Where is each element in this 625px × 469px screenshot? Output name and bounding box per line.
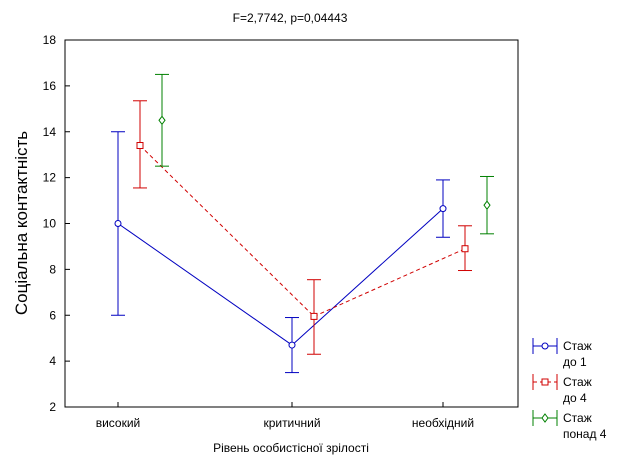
- y-tick-label-6: 14: [43, 125, 57, 139]
- y-tick-label-4: 10: [43, 217, 57, 231]
- series-1: [133, 100, 472, 355]
- series-0-point-1: [288, 341, 296, 349]
- y-axis: 2 4 6 8 10 12 14 16 18: [43, 33, 70, 414]
- legend-label-1-line2: до 4: [563, 391, 587, 405]
- y-tick-label-8: 18: [43, 33, 57, 47]
- y-tick-label-5: 12: [43, 171, 57, 185]
- x-tick-label-1: критичний: [263, 416, 320, 430]
- series-0-point-0: [114, 220, 122, 227]
- y-tick-label-3: 8: [49, 262, 56, 276]
- legend-marker-0: [541, 342, 549, 350]
- legend-label-2-line1: Стаж: [563, 411, 592, 425]
- series-2-point-2: [483, 200, 491, 210]
- series-2: [155, 73, 494, 235]
- x-tick-label-2: необхідний: [412, 416, 474, 430]
- chart-title: F=2,7742, p=0,04443: [233, 11, 348, 25]
- legend-marker-2: [541, 413, 549, 423]
- legend-label-0-line2: до 1: [563, 355, 587, 369]
- legend-label-2-line2: понад 4: [563, 427, 607, 441]
- series-0: [111, 131, 450, 374]
- x-axis-label: Рівень особистісної зрілості: [213, 441, 369, 455]
- y-tick-label-7: 16: [43, 79, 57, 93]
- series-1-segment-1: [313, 248, 466, 317]
- series-layer: [111, 73, 494, 374]
- series-1-point-2: [461, 245, 469, 253]
- legend-label-1-line1: Стаж: [563, 375, 592, 389]
- y-tick-label-2: 6: [49, 308, 56, 322]
- x-tick-label-0: високий: [96, 416, 141, 430]
- x-axis: високий критичний необхідний: [96, 402, 474, 430]
- legend-entry-0: Стаж до 1: [532, 338, 592, 369]
- series-1-point-1: [310, 312, 318, 320]
- series-2-point-0: [158, 115, 166, 126]
- legend-entry-2: Стаж понад 4: [532, 410, 607, 441]
- legend-label-0-line1: Стаж: [563, 339, 592, 353]
- series-1-point-0: [136, 142, 144, 150]
- legend-marker-1: [541, 378, 549, 386]
- y-axis-label: Соціальна контактність: [12, 131, 31, 315]
- series-0-segment-1: [291, 208, 444, 346]
- y-tick-label-0: 2: [49, 400, 56, 414]
- series-0-point-2: [439, 205, 447, 213]
- series-1-segment-0: [139, 145, 315, 317]
- y-tick-label-1: 4: [49, 354, 56, 368]
- series-0-segment-0: [117, 223, 293, 346]
- legend-entry-1: Стаж до 4: [532, 374, 592, 405]
- legend: Стаж до 1 Стаж до 4 Стаж понад 4: [532, 338, 607, 441]
